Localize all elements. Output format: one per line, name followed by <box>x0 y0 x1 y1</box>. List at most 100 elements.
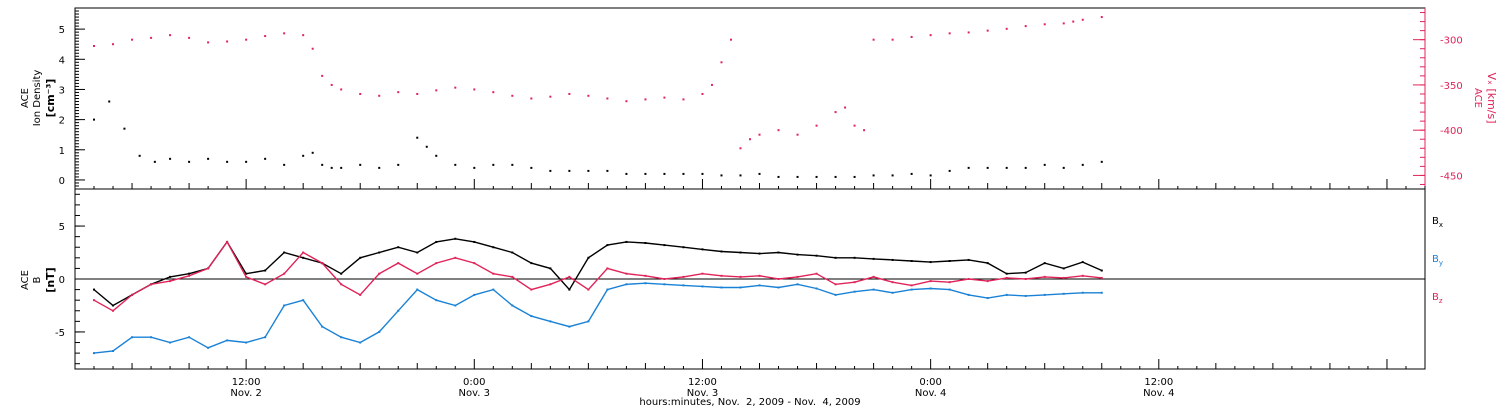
data-point-by <box>644 282 647 285</box>
plasma-panel-frame <box>74 7 1426 190</box>
data-point-bz <box>986 280 989 283</box>
data-point <box>834 111 837 114</box>
data-point <box>1081 18 1084 21</box>
data-point-by <box>492 288 495 291</box>
data-point-bz <box>815 272 818 275</box>
data-point-by <box>587 320 590 323</box>
density-label-line2: Ion Density <box>32 70 43 127</box>
data-point-bz <box>587 288 590 291</box>
data-point <box>568 169 571 172</box>
density-tick-label: 1 <box>59 146 65 157</box>
data-point-by <box>435 299 438 302</box>
data-point-bz <box>207 267 210 270</box>
data-point <box>138 154 141 157</box>
x-tick-time-label: 0:00 <box>463 377 485 388</box>
data-point-bz <box>188 274 191 277</box>
data-point <box>929 34 932 37</box>
data-point-bx <box>587 256 590 259</box>
series-layer <box>93 16 1103 355</box>
data-point-bz <box>796 275 799 278</box>
data-point-by <box>112 350 115 352</box>
data-point-by <box>853 290 856 293</box>
data-point-by <box>454 304 457 307</box>
data-point <box>1100 160 1103 163</box>
data-point <box>123 127 126 130</box>
data-point-by <box>720 286 723 289</box>
data-point-by <box>283 304 286 307</box>
data-point <box>777 129 780 132</box>
data-point-bz <box>1100 276 1103 279</box>
plot-frames <box>74 7 1426 370</box>
data-point <box>416 136 419 139</box>
x-tick-date-label: Nov. 2 <box>230 388 261 399</box>
data-point-bz <box>530 288 533 291</box>
data-point-by <box>93 352 96 355</box>
data-point <box>758 172 761 175</box>
data-point-bx <box>948 260 951 262</box>
data-point <box>815 175 818 178</box>
data-point <box>264 157 267 160</box>
data-point-bx <box>625 240 628 243</box>
data-point-bx <box>1024 271 1027 274</box>
data-point-bz <box>606 267 609 270</box>
data-point-bx <box>454 237 457 240</box>
data-point <box>226 160 229 163</box>
data-point <box>283 32 286 35</box>
series-line-bz <box>93 240 1102 312</box>
data-point <box>777 175 780 178</box>
x-tick-date-label: Nov. 3 <box>687 388 718 399</box>
data-point <box>796 133 799 136</box>
data-point <box>739 174 742 177</box>
series-vx <box>93 16 1103 150</box>
data-point-bx <box>834 256 837 259</box>
data-point <box>112 43 115 46</box>
data-point <box>1024 166 1027 169</box>
data-point <box>454 163 457 166</box>
data-point <box>511 94 514 97</box>
data-point-bz <box>435 262 438 265</box>
data-point <box>340 88 343 91</box>
data-point-by <box>777 286 780 289</box>
data-point <box>378 166 381 169</box>
data-point-by <box>986 297 989 300</box>
b-label-line1: ACE <box>20 270 31 290</box>
data-point-bz <box>910 284 913 287</box>
data-point-by <box>834 293 837 296</box>
data-point <box>311 47 314 50</box>
data-point <box>245 160 248 163</box>
data-point <box>549 95 552 98</box>
data-point <box>1043 163 1046 166</box>
data-point <box>108 100 111 103</box>
legend-by: By <box>1432 254 1443 267</box>
data-point-bx <box>492 246 495 249</box>
vx-tick-label: -400 <box>1440 126 1463 137</box>
data-point-bx <box>720 250 723 253</box>
data-point-bx <box>93 288 96 291</box>
data-point <box>226 40 229 43</box>
data-point <box>710 83 713 86</box>
data-point-bz <box>378 272 381 275</box>
data-point-by <box>549 320 552 323</box>
data-point <box>359 163 362 166</box>
data-point <box>863 129 866 132</box>
data-point-by <box>568 325 571 328</box>
data-point <box>986 166 989 169</box>
data-point-bx <box>435 240 438 243</box>
data-point <box>644 98 647 101</box>
data-point <box>986 29 989 32</box>
data-point-bz <box>720 274 723 277</box>
data-point <box>188 160 191 163</box>
b-tick-label: 0 <box>59 275 65 286</box>
vx-tick-label: -450 <box>1440 171 1463 182</box>
data-point <box>378 94 381 97</box>
data-point-bz <box>929 280 932 283</box>
data-point <box>321 163 324 166</box>
data-point <box>150 36 153 39</box>
data-point <box>796 175 799 178</box>
data-point-by <box>378 330 381 333</box>
x-tick-date-label: Nov. 3 <box>459 388 490 399</box>
b-tick-label: 5 <box>59 222 65 233</box>
data-point-by <box>606 288 609 291</box>
data-point <box>93 118 96 121</box>
data-point <box>587 94 590 97</box>
